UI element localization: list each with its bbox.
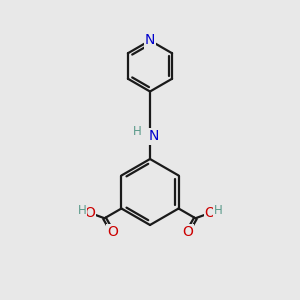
Text: O: O xyxy=(205,206,216,220)
Text: O: O xyxy=(182,225,193,239)
Text: O: O xyxy=(84,206,95,220)
Text: H: H xyxy=(78,203,86,217)
Text: N: N xyxy=(148,130,159,143)
Text: O: O xyxy=(107,225,118,239)
Text: H: H xyxy=(133,125,142,139)
Text: N: N xyxy=(145,34,155,47)
Text: H: H xyxy=(214,203,222,217)
